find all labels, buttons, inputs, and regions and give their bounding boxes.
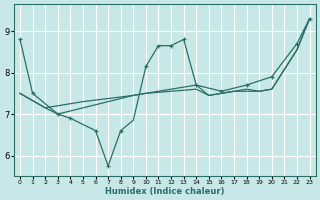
X-axis label: Humidex (Indice chaleur): Humidex (Indice chaleur) bbox=[105, 187, 225, 196]
